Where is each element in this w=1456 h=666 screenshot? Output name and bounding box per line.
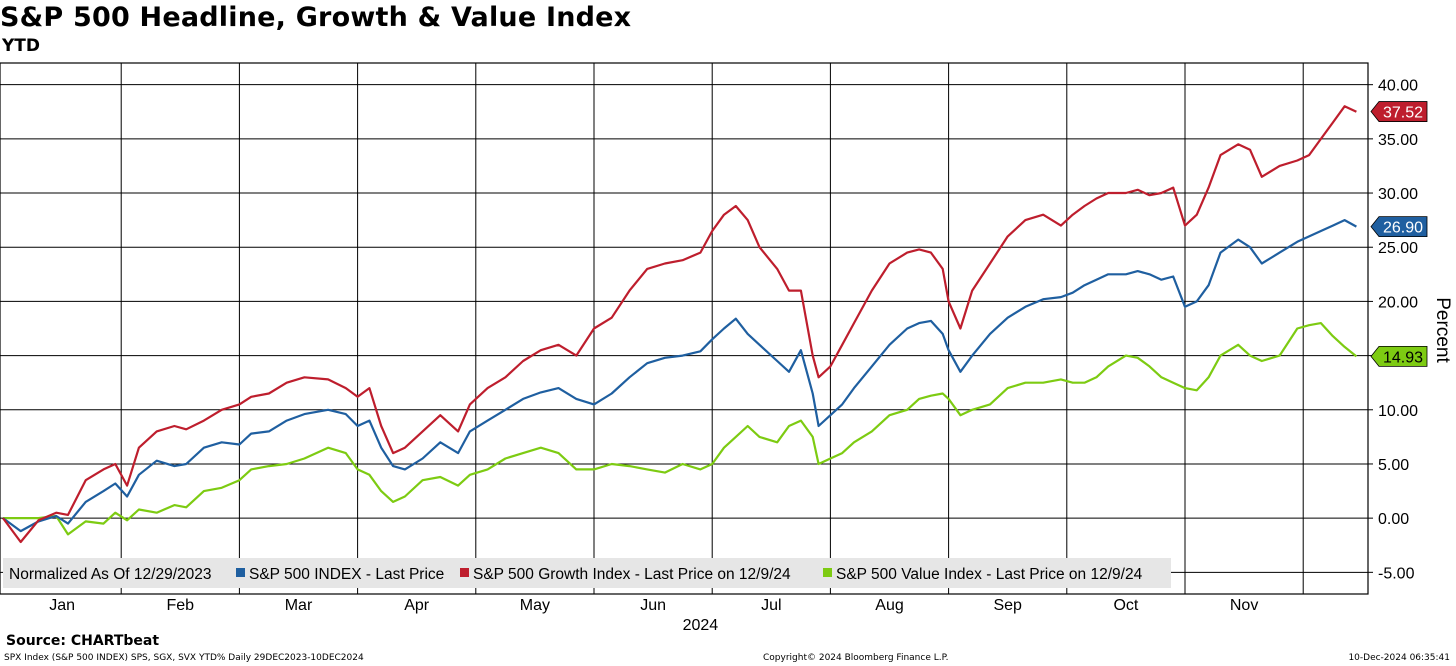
series-line-2	[3, 322, 1358, 536]
last-value-tag-1: 37.52	[1370, 101, 1428, 122]
x-axis-label: 2024	[683, 617, 719, 634]
y-tick-label: 35.00	[1378, 132, 1418, 149]
axis-layer: 40.0035.0030.0025.0020.0015.0010.005.000…	[49, 78, 1453, 634]
x-tick-label: Jul	[761, 597, 781, 614]
series-line-1	[2, 105, 1357, 544]
grid-layer	[0, 62, 1369, 595]
legend: Normalized As Of 12/29/2023 S&P 500 INDEX…	[3, 558, 1171, 588]
x-tick-label: May	[520, 597, 550, 614]
x-tick-label: Oct	[1113, 597, 1138, 614]
legend-label: S&P 500 INDEX - Last Price	[249, 566, 444, 583]
source-note: Source: CHARTbeat	[6, 633, 160, 649]
legend-title: Normalized As Of 12/29/2023	[9, 566, 211, 583]
chart-subtitle: YTD	[2, 36, 41, 56]
series-layer	[2, 105, 1358, 544]
legend-swatch	[236, 568, 245, 577]
legend-label: S&P 500 Value Index - Last Price on 12/9…	[836, 566, 1143, 583]
x-tick-label: Mar	[285, 597, 313, 614]
last-value-tag-bg	[1370, 216, 1428, 238]
y-tick-label: -5.00	[1378, 565, 1415, 582]
footer-copyright: Copyright© 2024 Bloomberg Finance L.P.	[763, 653, 949, 663]
footer-left: SPX Index (S&P 500 INDEX) SPS, SGX, SVX …	[4, 653, 364, 663]
y-tick-label: 0.00	[1378, 511, 1409, 528]
legend-swatch	[460, 568, 469, 577]
y-tick-label: 40.00	[1378, 78, 1418, 95]
x-tick-label: Sep	[993, 597, 1022, 614]
x-tick-label: Feb	[167, 597, 195, 614]
legend-label: S&P 500 Growth Index - Last Price on 12/…	[473, 566, 791, 583]
x-tick-label: Jun	[640, 597, 666, 614]
last-value-tag-text: 37.52	[1383, 105, 1423, 122]
last-value-tag-bg	[1370, 345, 1428, 367]
last-value-tag-bg	[1370, 101, 1428, 122]
last-value-tag-text: 14.93	[1383, 349, 1423, 366]
x-tick-label: Apr	[404, 597, 430, 614]
x-tick-label: Nov	[1230, 597, 1258, 614]
x-tick-label: Jan	[49, 597, 75, 614]
x-tick-label: Aug	[875, 597, 903, 614]
y-axis-label: Percent	[1432, 297, 1453, 363]
y-tick-label: 20.00	[1378, 294, 1418, 311]
series-line-0	[2, 219, 1357, 533]
last-value-tag-2: 14.93	[1370, 345, 1428, 367]
y-tick-label: 30.00	[1378, 186, 1418, 203]
legend-swatch	[823, 568, 832, 577]
last-value-tag-0: 26.90	[1370, 216, 1428, 238]
legend-box	[3, 558, 1171, 588]
y-tick-label: 10.00	[1378, 403, 1418, 420]
footer-timestamp: 10-Dec-2024 06:35:41	[1348, 653, 1450, 663]
chart-title: S&P 500 Headline, Growth & Value Index	[0, 2, 632, 33]
plot-frame	[0, 62, 1369, 595]
y-tick-label: 5.00	[1378, 457, 1409, 474]
last-value-tag-text: 26.90	[1383, 220, 1423, 237]
y-tick-label: 25.00	[1378, 240, 1418, 257]
